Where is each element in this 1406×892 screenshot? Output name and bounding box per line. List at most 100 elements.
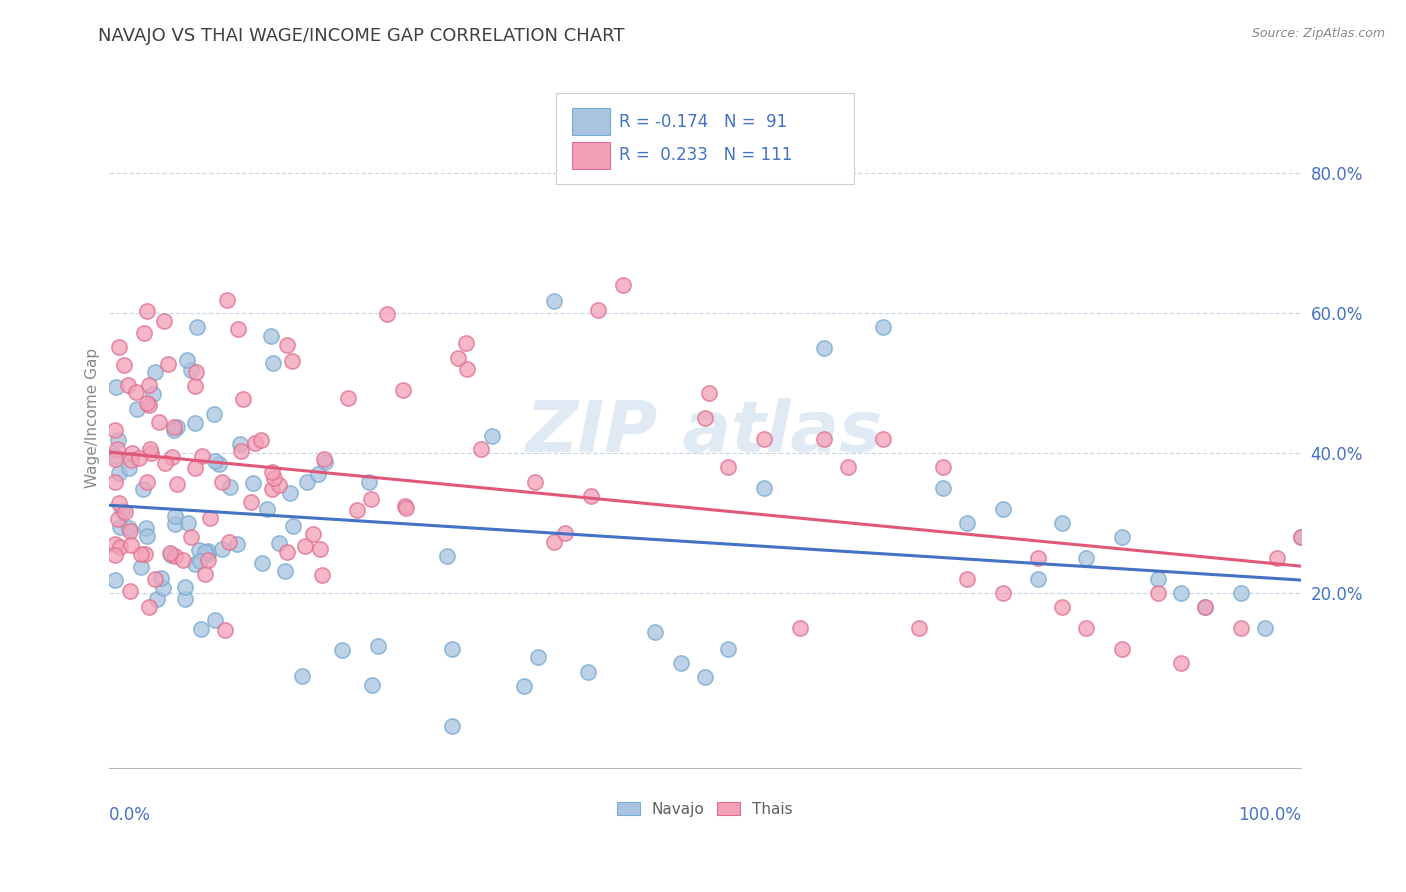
Point xyxy=(262,356,284,370)
Point xyxy=(211,475,233,490)
Point xyxy=(226,322,249,336)
Point xyxy=(187,543,209,558)
Point xyxy=(104,450,127,464)
Point xyxy=(302,527,325,541)
Point xyxy=(136,396,159,410)
Point xyxy=(392,383,415,397)
Point xyxy=(1230,586,1253,600)
Point xyxy=(872,432,894,446)
Point xyxy=(112,359,135,373)
Point xyxy=(136,304,159,318)
Point xyxy=(159,546,181,560)
Point xyxy=(1194,599,1216,614)
FancyBboxPatch shape xyxy=(555,93,853,184)
Point xyxy=(139,446,162,460)
Point xyxy=(260,329,283,343)
Point xyxy=(1194,599,1216,614)
Point xyxy=(394,499,416,513)
Point xyxy=(932,460,955,475)
Point xyxy=(134,547,156,561)
Point xyxy=(231,444,253,458)
Point xyxy=(360,492,382,507)
Point xyxy=(219,480,242,494)
Point xyxy=(1146,572,1168,586)
Point xyxy=(669,656,692,670)
Point xyxy=(184,378,207,392)
Point xyxy=(644,625,666,640)
Point xyxy=(120,538,142,552)
Point xyxy=(150,571,173,585)
Point xyxy=(245,436,267,450)
Point xyxy=(108,496,131,510)
Point xyxy=(717,641,740,656)
Point xyxy=(330,642,353,657)
Point xyxy=(128,450,150,465)
Point xyxy=(309,541,332,556)
Point xyxy=(184,460,207,475)
Point xyxy=(481,429,503,443)
Point xyxy=(267,478,290,492)
Point xyxy=(136,529,159,543)
Point xyxy=(1265,551,1288,566)
Point xyxy=(956,572,979,586)
Point xyxy=(291,668,314,682)
Point xyxy=(104,573,127,587)
Point xyxy=(160,450,183,465)
Point xyxy=(183,557,205,571)
Point xyxy=(148,415,170,429)
Point xyxy=(172,553,194,567)
Point xyxy=(1289,530,1312,544)
Point xyxy=(118,524,141,539)
Point xyxy=(229,437,252,451)
Y-axis label: Wage/Income Gap: Wage/Income Gap xyxy=(86,348,100,488)
Point xyxy=(118,521,141,535)
Point xyxy=(543,534,565,549)
Point xyxy=(523,475,546,489)
Point xyxy=(908,621,931,635)
Text: 0.0%: 0.0% xyxy=(108,806,150,824)
Point xyxy=(754,432,776,446)
Point xyxy=(991,502,1014,516)
Point xyxy=(153,456,176,470)
Point xyxy=(163,423,186,437)
Point xyxy=(1074,621,1097,635)
Point xyxy=(789,621,811,635)
Point xyxy=(576,665,599,679)
Point xyxy=(1111,641,1133,656)
Point xyxy=(107,341,129,355)
Point xyxy=(1111,530,1133,544)
Point xyxy=(239,495,262,509)
Point xyxy=(204,407,226,421)
Point xyxy=(138,599,160,614)
Point xyxy=(184,416,207,430)
Point xyxy=(554,525,576,540)
Text: Source: ZipAtlas.com: Source: ZipAtlas.com xyxy=(1251,27,1385,40)
Point xyxy=(260,482,283,496)
Point xyxy=(131,559,153,574)
Point xyxy=(586,303,609,318)
Point xyxy=(456,362,478,376)
Point xyxy=(117,378,139,392)
Point xyxy=(470,442,492,457)
Point xyxy=(754,481,776,495)
Point xyxy=(260,465,283,479)
Point xyxy=(136,475,159,489)
Point xyxy=(263,471,285,485)
Point xyxy=(152,314,174,328)
Point xyxy=(311,568,333,582)
Point xyxy=(217,293,239,308)
Point xyxy=(436,549,458,563)
Point xyxy=(314,455,336,469)
Point xyxy=(204,613,226,627)
Point xyxy=(447,351,470,366)
Point xyxy=(872,320,894,334)
Point xyxy=(208,457,231,471)
Point xyxy=(1028,572,1050,586)
Point xyxy=(250,433,273,447)
Point xyxy=(129,547,152,561)
Point xyxy=(132,483,155,497)
Point xyxy=(256,501,278,516)
Point xyxy=(697,385,720,400)
Point xyxy=(135,521,157,535)
Point xyxy=(105,442,128,456)
